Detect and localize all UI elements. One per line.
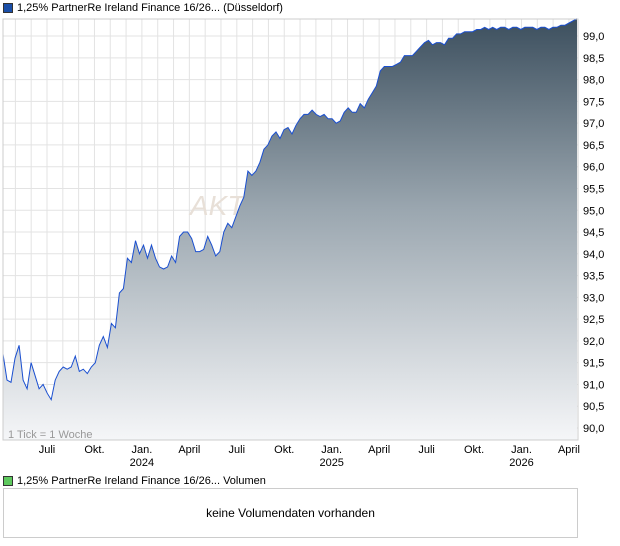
y-tick-label: 92,5 xyxy=(583,314,604,326)
y-tick-label: 92,0 xyxy=(583,336,604,348)
tick-note: 1 Tick = 1 Woche xyxy=(8,429,92,441)
x-tick-label: Okt. xyxy=(84,444,104,456)
price-area xyxy=(3,18,577,440)
volume-legend: 1,25% PartnerRe Ireland Finance 16/26...… xyxy=(3,475,266,487)
x-tick-label: Jan. xyxy=(321,444,342,456)
x-tick-label: April xyxy=(558,444,580,456)
x-tick-label: Jan. xyxy=(511,444,532,456)
y-tick-label: 96,0 xyxy=(583,162,604,174)
x-tick-label: April xyxy=(368,444,390,456)
y-tick-label: 93,0 xyxy=(583,292,604,304)
x-tick-label: Juli xyxy=(39,444,56,456)
y-tick-label: 94,0 xyxy=(583,249,604,261)
y-tick-label: 96,5 xyxy=(583,140,604,152)
x-tick-label: Okt. xyxy=(274,444,294,456)
y-tick-label: 98,5 xyxy=(583,53,604,65)
price-legend-label: 1,25% PartnerRe Ireland Finance 16/26...… xyxy=(17,2,283,14)
x-tick-label: Okt. xyxy=(464,444,484,456)
y-tick-label: 95,5 xyxy=(583,183,604,195)
x-tick-year: 2026 xyxy=(509,457,533,469)
price-chart: AKTIEN 1 Tick = 1 Woche 90,090,591,091,5… xyxy=(2,18,604,469)
y-tick-label: 90,5 xyxy=(583,401,604,413)
y-tick-label: 91,0 xyxy=(583,379,604,391)
y-tick-label: 98,0 xyxy=(583,75,604,87)
y-tick-label: 97,0 xyxy=(583,118,604,130)
plot-border xyxy=(2,18,579,441)
x-tick-label: April xyxy=(178,444,200,456)
x-tick-year: 2024 xyxy=(130,457,154,469)
x-tick-year: 2025 xyxy=(319,457,343,469)
y-tick-label: 93,5 xyxy=(583,271,604,283)
volume-panel: keine Volumendaten vorhanden xyxy=(3,488,578,538)
x-tick-label: Jan. xyxy=(132,444,153,456)
volume-legend-swatch xyxy=(3,476,13,486)
y-tick-label: 99,0 xyxy=(583,31,604,43)
y-tick-label: 95,0 xyxy=(583,205,604,217)
price-legend: 1,25% PartnerRe Ireland Finance 16/26...… xyxy=(3,2,283,14)
x-tick-label: Juli xyxy=(418,444,435,456)
y-tick-label: 91,5 xyxy=(583,358,604,370)
x-tick-label: Juli xyxy=(229,444,246,456)
volume-legend-label: 1,25% PartnerRe Ireland Finance 16/26...… xyxy=(17,475,266,487)
volume-empty-message: keine Volumendaten vorhanden xyxy=(206,506,375,520)
price-legend-swatch xyxy=(3,3,13,13)
y-tick-label: 97,5 xyxy=(583,96,604,108)
y-tick-label: 90,0 xyxy=(583,423,604,435)
price-line xyxy=(2,18,578,402)
y-tick-label: 94,5 xyxy=(583,227,604,239)
